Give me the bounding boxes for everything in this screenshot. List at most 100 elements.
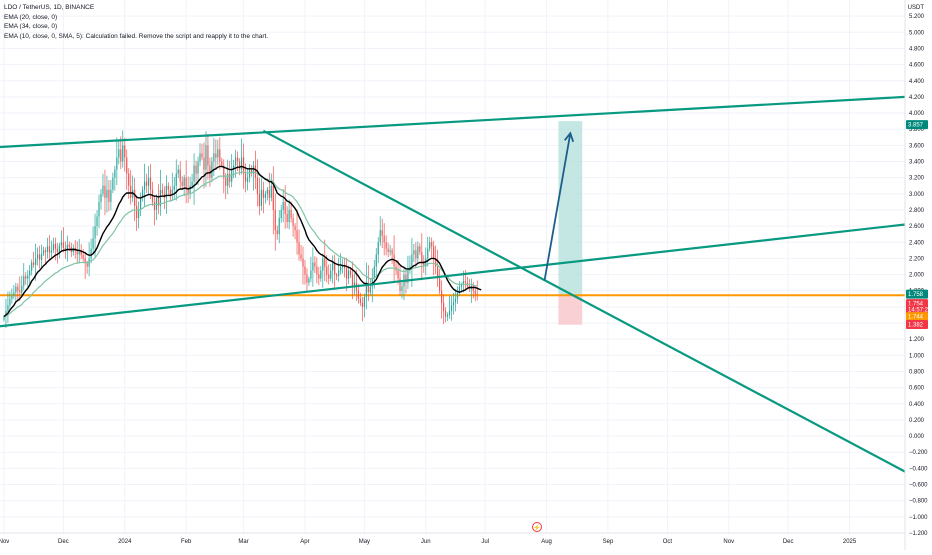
trendline-descending xyxy=(262,129,906,473)
candle-body xyxy=(252,165,255,174)
x-tick-label: Jun xyxy=(421,539,431,545)
price-badge-bg xyxy=(906,305,928,315)
candle-body xyxy=(280,209,282,219)
candle-body xyxy=(397,270,399,279)
candle-body xyxy=(272,185,274,210)
trendlines[interactable] xyxy=(0,95,906,473)
candle-body xyxy=(391,250,393,255)
y-tick-label: −0.200 xyxy=(909,450,928,456)
candle-body xyxy=(278,218,280,235)
legend-symbol[interactable]: LDO / TetherUS, 1D, BINANCE xyxy=(4,4,95,11)
candle-body xyxy=(433,246,435,259)
candle-body xyxy=(213,153,215,162)
candle-body xyxy=(7,305,9,311)
candle-body xyxy=(185,177,187,190)
candle-body xyxy=(40,253,43,261)
candle-body xyxy=(102,185,104,194)
projection-arrow-head xyxy=(564,131,575,143)
candle-body xyxy=(458,286,461,293)
candle-body xyxy=(225,177,227,186)
candle-body xyxy=(365,282,367,298)
legend-ema10-error[interactable]: EMA (10, close, 0, SMA, 5): Calculation … xyxy=(4,32,269,40)
candle-body xyxy=(320,270,322,279)
projection-arrow[interactable] xyxy=(543,131,575,281)
candle-body xyxy=(130,185,132,198)
candle-body xyxy=(429,242,431,249)
candle-body xyxy=(290,209,292,219)
candle-body xyxy=(42,250,45,254)
candle-body xyxy=(343,264,346,269)
candle-body xyxy=(215,153,217,158)
candle-body xyxy=(318,274,320,279)
candle-body xyxy=(88,258,90,267)
time-axis[interactable]: Nov Dec 2024 Feb Mar Apr May Jun Jul Aug Sep Oct Nov… xyxy=(0,539,857,545)
candle-body xyxy=(13,292,15,296)
candle-body xyxy=(423,262,425,267)
x-tick-label: Feb xyxy=(181,539,192,545)
candle-body xyxy=(387,248,389,252)
candle-body xyxy=(244,173,247,182)
candle-body xyxy=(54,243,57,249)
y-tick-label: 1.200 xyxy=(909,337,925,343)
candle-body xyxy=(383,235,385,243)
price-badge-label: 1.744 xyxy=(908,315,924,321)
candle-body xyxy=(27,275,29,279)
y-tick-label: 2.000 xyxy=(909,273,925,279)
candle-body xyxy=(347,270,350,279)
candle-body xyxy=(417,246,419,259)
y-tick-label: 0.600 xyxy=(909,386,925,392)
legend-ema34[interactable]: EMA (34, close, 0) xyxy=(4,23,58,30)
candle-body xyxy=(140,197,142,210)
target-zone xyxy=(558,121,583,296)
candle-body xyxy=(56,248,59,252)
candle-body xyxy=(106,189,108,198)
candle-body xyxy=(221,161,223,166)
candle-body xyxy=(328,274,330,279)
candle-body xyxy=(407,270,409,283)
candle-body xyxy=(147,177,150,186)
y-tick-label: −0.600 xyxy=(909,483,928,489)
candle-body xyxy=(25,276,27,279)
candle-body xyxy=(157,197,160,206)
candle-body xyxy=(381,230,383,236)
candle-body xyxy=(181,181,183,186)
y-tick-label: −1.200 xyxy=(909,531,928,537)
candle-body xyxy=(134,189,136,206)
candle-body xyxy=(427,248,429,259)
candle-body xyxy=(233,165,235,170)
candle-body xyxy=(76,251,78,255)
x-tick-label: Aug xyxy=(541,539,552,545)
candle-body xyxy=(173,185,175,190)
candle-body xyxy=(353,282,356,287)
candle-body xyxy=(189,185,191,194)
candle-body xyxy=(197,161,199,174)
chart-legend: LDO / TetherUS, 1D, BINANCE EMA (20, clo… xyxy=(4,3,268,41)
y-tick-label: 3.600 xyxy=(909,143,925,149)
x-tick-label: Dec xyxy=(58,539,69,545)
candle-body xyxy=(153,201,156,210)
candle-body xyxy=(462,281,464,285)
candle-body xyxy=(66,244,68,251)
candle-body xyxy=(96,216,98,227)
candle-body xyxy=(351,274,354,287)
candle-body xyxy=(29,270,31,276)
candle-body xyxy=(159,189,162,206)
candle-body xyxy=(316,266,318,275)
candle-body xyxy=(179,169,181,182)
event-flag-icon[interactable]: ⚡ xyxy=(532,522,542,532)
y-tick-label: 4.400 xyxy=(909,79,925,85)
price-badge-label: 1.754 xyxy=(908,302,924,308)
candle-body xyxy=(270,185,272,198)
candle-body xyxy=(332,262,334,271)
legend-ema20[interactable]: EMA (20, close, 0) xyxy=(4,13,58,21)
candle-body xyxy=(314,262,316,267)
currency-label[interactable]: USDT xyxy=(907,5,924,11)
ema-lines xyxy=(3,165,482,318)
candle-body xyxy=(413,250,415,255)
candle-body xyxy=(268,189,270,198)
candle-body xyxy=(330,270,332,279)
x-tick-label: Nov xyxy=(723,539,734,545)
candle-body xyxy=(361,302,363,307)
